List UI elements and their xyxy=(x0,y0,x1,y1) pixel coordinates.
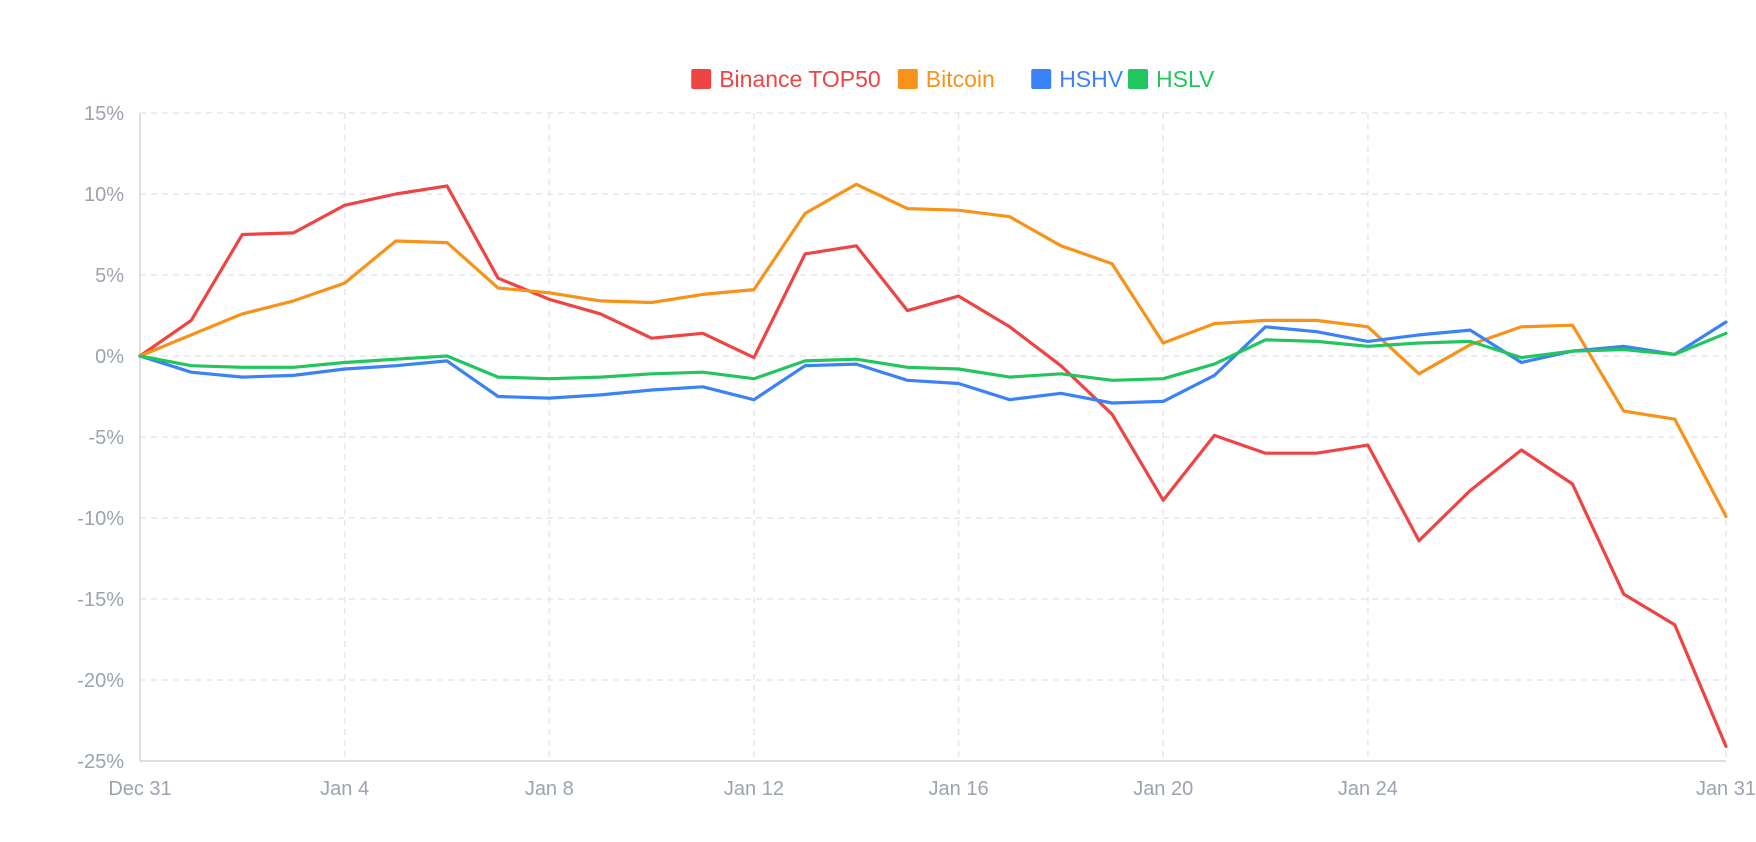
y-tick-label: -5% xyxy=(88,427,124,449)
x-tick-label: Jan 20 xyxy=(1133,778,1193,800)
x-tick-label: Jan 16 xyxy=(929,778,989,800)
y-tick-label: 5% xyxy=(95,265,124,287)
legend: Binance TOP50 Bitcoin HSHV HSLV xyxy=(691,66,1215,92)
series-line-binance-top50 xyxy=(138,184,1728,749)
legend-swatch-hshv[interactable] xyxy=(1031,69,1052,89)
y-tick-label: -10% xyxy=(77,508,124,530)
series-line-bitcoin xyxy=(138,182,1728,519)
y-tick-label: -15% xyxy=(77,589,124,611)
legend-swatch-bitcoin[interactable] xyxy=(897,69,918,89)
axes xyxy=(139,113,1726,762)
legend-label-hshv[interactable]: HSHV xyxy=(1059,66,1124,92)
y-tick-label: -20% xyxy=(77,670,124,692)
legend-swatch-binance-top50[interactable] xyxy=(691,69,712,89)
series-line-hshv xyxy=(138,320,1728,405)
y-tick-label: 15% xyxy=(84,103,124,125)
legend-swatch-hslv[interactable] xyxy=(1128,69,1148,89)
legend-label-binance-top50[interactable]: Binance TOP50 xyxy=(719,66,881,92)
series-line-hslv xyxy=(138,331,1728,382)
y-tick-label: 10% xyxy=(84,184,124,206)
y-axis-ticks: 15% 10% 5% 0% -5% -10% -15% -20% -25% xyxy=(77,103,124,773)
series-lines xyxy=(138,182,1728,749)
legend-label-bitcoin[interactable]: Bitcoin xyxy=(926,66,995,92)
x-tick-label: Jan 12 xyxy=(724,778,784,800)
x-tick-label: Jan 31 xyxy=(1696,778,1756,800)
x-tick-label: Jan 8 xyxy=(525,778,574,800)
y-tick-label: -25% xyxy=(77,751,124,773)
legend-label-hslv[interactable]: HSLV xyxy=(1156,66,1215,92)
x-tick-label: Jan 4 xyxy=(320,778,369,800)
x-tick-label: Dec 31 xyxy=(108,778,171,800)
x-axis-ticks: Dec 31 Jan 4 Jan 8 Jan 12 Jan 16 Jan 20 Jan 24… xyxy=(108,778,1756,800)
x-tick-label: Jan 24 xyxy=(1338,778,1398,800)
y-tick-label: 0% xyxy=(95,346,124,368)
